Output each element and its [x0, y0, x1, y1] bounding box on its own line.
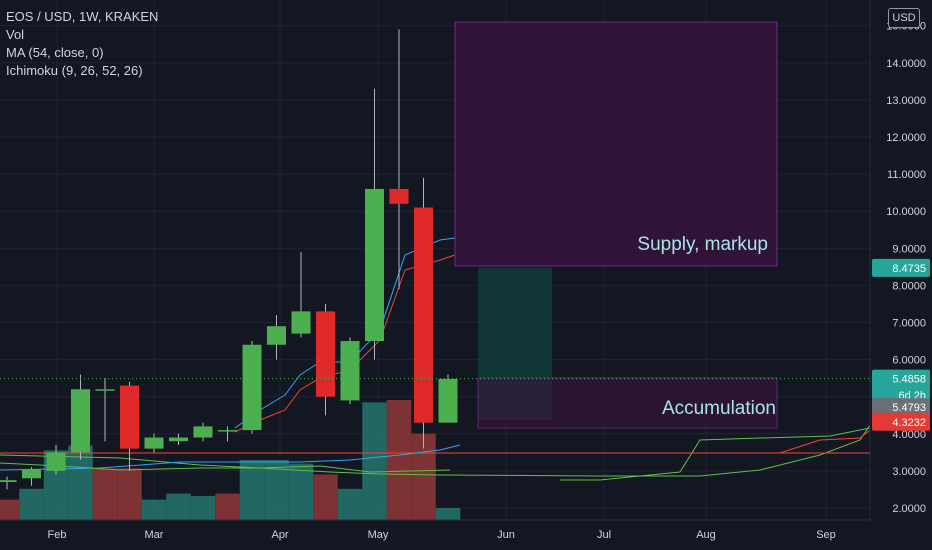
legend-vol[interactable]: Vol: [6, 27, 25, 42]
candle-body: [169, 437, 188, 442]
x-axis: Feb Mar Apr May Jun Jul Aug Sep: [0, 519, 870, 541]
volume-bar: [141, 499, 167, 520]
x-tick-label: Aug: [696, 529, 716, 541]
annotation-boxes: Supply, markup Accumulation: [454, 21, 778, 429]
chikou-line: [0, 462, 451, 473]
price-tag: [872, 412, 930, 431]
candle-body: [46, 452, 66, 471]
y-tick-label: 12.0000: [886, 132, 926, 144]
y-tick-label: 4.0000: [892, 429, 926, 441]
x-tick-label: Feb: [48, 529, 67, 541]
candle-body: [95, 389, 115, 391]
candle-body: [389, 188, 409, 204]
candle-body: [71, 389, 90, 453]
candle-body: [340, 341, 360, 401]
volume-bar: [386, 400, 412, 520]
y-tick-label: 10.0000: [886, 206, 926, 218]
volume-bar: [288, 463, 314, 520]
volume-bar: [190, 496, 216, 520]
currency-badge[interactable]: USD: [888, 8, 920, 28]
candle-body: [291, 311, 311, 334]
x-tick-label: May: [368, 529, 389, 541]
candle-body: [414, 207, 433, 423]
y-tick-label: 2.0000: [892, 503, 926, 515]
candle-body: [0, 480, 17, 483]
candle-body: [144, 437, 164, 449]
candle-body: [365, 188, 384, 342]
candle-body: [218, 430, 237, 432]
volume-bar: [362, 402, 387, 520]
price-tag: [872, 369, 930, 388]
candle-body: [316, 311, 335, 397]
legend-ma[interactable]: MA (54, close, 0): [6, 45, 104, 60]
candle-body: [267, 326, 286, 345]
volume-bars: [0, 400, 461, 520]
legend-ichimoku[interactable]: Ichimoku (9, 26, 52, 26): [6, 63, 143, 78]
y-tick-label: 8.0000: [892, 280, 926, 292]
y-tick-label: 7.0000: [892, 318, 926, 330]
price-tag-label: 5.4793: [892, 402, 926, 414]
candles: [0, 29, 870, 490]
x-tick-label: Jun: [497, 529, 515, 541]
volume-bar: [117, 468, 142, 520]
x-tick-label: Jul: [597, 529, 611, 541]
volume-bar: [337, 488, 363, 520]
y-tick-label: 9.0000: [892, 243, 926, 255]
price-tag-label: 4.3232: [892, 417, 926, 429]
price-tag-label: 5.4858: [892, 374, 926, 386]
span-future: [600, 429, 871, 454]
accumulation-label: Accumulation: [662, 398, 776, 419]
volume-bar: [239, 460, 265, 520]
span-b-line: [0, 424, 871, 477]
volume-bar: [215, 493, 240, 520]
x-tick-label: Mar: [145, 529, 164, 541]
candle-body: [242, 344, 262, 431]
price-tag-label: 8.4735: [892, 263, 926, 275]
accumulation-box: [477, 377, 778, 429]
supply-label: Supply, markup: [637, 234, 768, 255]
volume-bar: [166, 493, 191, 520]
volume-bar: [92, 468, 118, 520]
y-tick-label: 6.0000: [892, 355, 926, 367]
candle-body: [120, 385, 139, 449]
y-axis: 2.00003.00004.00005.00006.00007.00008.00…: [869, 0, 926, 520]
price-tag: [872, 398, 930, 417]
volume-bar: [313, 474, 338, 520]
legend-symbol[interactable]: EOS / USD, 1W, KRAKEN: [6, 9, 159, 24]
volume-bar: [19, 488, 44, 520]
volume-bar: [435, 508, 461, 520]
ma-line: [0, 444, 461, 471]
y-tick-label: 3.0000: [892, 466, 926, 478]
x-tick-label: Apr: [271, 529, 288, 541]
y-tick-label: 13.0000: [886, 95, 926, 107]
price-tag: [872, 258, 930, 277]
span-a-future: [560, 427, 871, 481]
x-tick-label: Sep: [816, 529, 836, 541]
candle-body: [438, 378, 458, 423]
chart-legend: EOS / USD, 1W, KRAKEN Vol MA (54, close,…: [6, 8, 158, 80]
y-tick-label: 14.0000: [886, 58, 926, 70]
supply-box: [454, 21, 778, 267]
candle-body: [193, 426, 213, 438]
candle-body: [22, 469, 41, 479]
volume-bar: [264, 460, 289, 520]
volume-bar: [0, 499, 20, 520]
y-tick-label: 11.0000: [887, 169, 926, 181]
